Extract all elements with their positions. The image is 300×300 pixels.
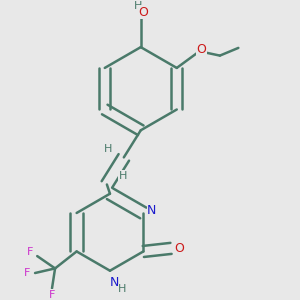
Text: O: O: [138, 6, 148, 19]
Text: N: N: [147, 204, 157, 217]
Text: H: H: [119, 171, 127, 181]
Text: F: F: [27, 248, 34, 257]
Text: F: F: [49, 290, 55, 300]
Text: F: F: [24, 268, 31, 278]
Text: H: H: [103, 144, 112, 154]
Text: O: O: [196, 43, 206, 56]
Text: N: N: [110, 276, 119, 289]
Text: H: H: [134, 1, 142, 11]
Text: O: O: [175, 242, 184, 255]
Text: H: H: [118, 284, 127, 294]
